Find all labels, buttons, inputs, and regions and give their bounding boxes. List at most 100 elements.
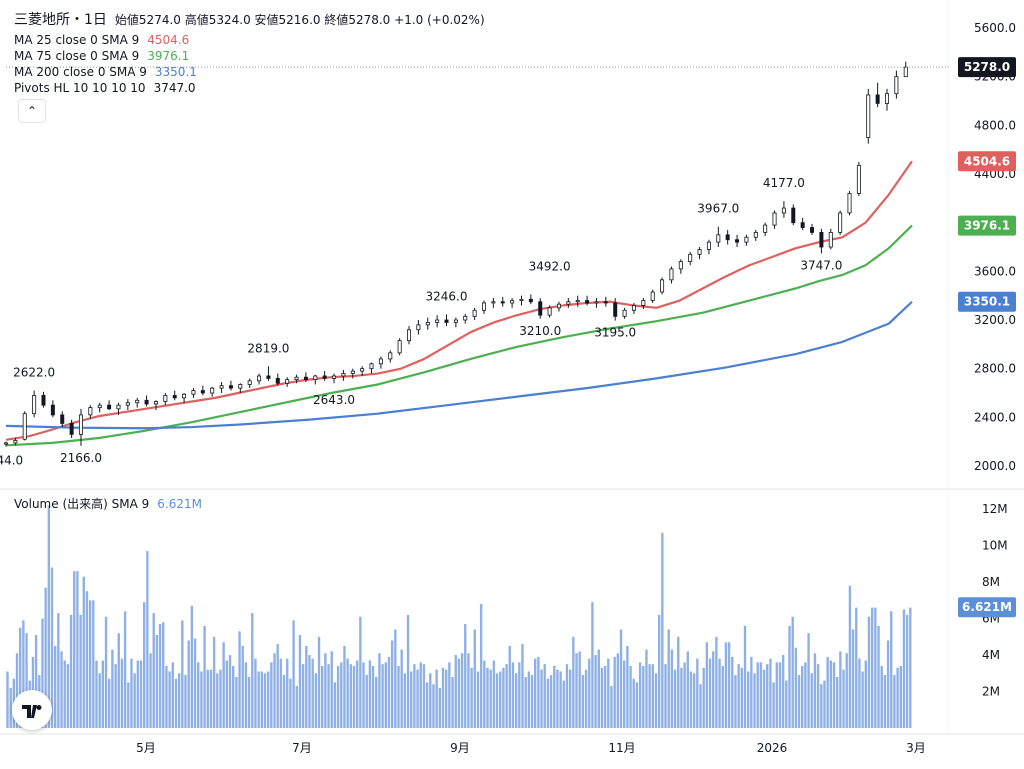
candle-body xyxy=(519,298,524,301)
volume-bar xyxy=(638,662,642,728)
volume-bar xyxy=(362,662,365,728)
volume-bar xyxy=(597,649,600,728)
volume-bar xyxy=(801,665,804,728)
volume-bar xyxy=(619,629,623,728)
volume-bar xyxy=(381,664,384,728)
candle-body xyxy=(538,301,543,316)
volume-bar xyxy=(534,658,537,728)
candle-body xyxy=(303,376,308,381)
pivot-label: 3246.0 xyxy=(426,289,468,303)
legend-ma25[interactable]: MA 25 close 0 SMA 9 4504.6 xyxy=(14,32,485,48)
candle-body xyxy=(500,301,505,304)
candle-body xyxy=(163,395,168,402)
volume-bar xyxy=(168,671,171,728)
volume-bar xyxy=(546,678,550,728)
volume-bar xyxy=(826,656,829,728)
candle-body xyxy=(791,207,796,224)
volume-bar xyxy=(15,653,19,728)
volume-bar xyxy=(502,667,505,728)
volume-bar xyxy=(279,658,283,728)
volume-bar xyxy=(788,625,791,728)
volume-bar xyxy=(813,653,817,728)
volume-bar xyxy=(390,640,394,728)
volume-bar xyxy=(864,660,867,728)
volume-bar xyxy=(365,675,368,728)
ma-line-2 xyxy=(5,300,913,430)
last-price-tag xyxy=(958,57,1016,78)
volume-bar xyxy=(905,614,909,728)
ma-line-1 xyxy=(5,224,913,447)
volume-bar xyxy=(244,662,248,728)
volume-bar xyxy=(740,667,744,728)
candle-body xyxy=(4,442,9,445)
candle-body xyxy=(135,399,140,404)
legend-pivots-label: Pivots HL 10 10 10 10 xyxy=(14,81,146,95)
volume-legend-label: Volume (出来高) SMA 9 xyxy=(14,497,150,511)
volume-bar xyxy=(479,603,483,728)
volume-bar xyxy=(295,686,298,728)
volume-bar xyxy=(435,669,438,728)
candle-body xyxy=(294,376,299,381)
volume-bar xyxy=(705,642,709,728)
candle-body xyxy=(481,302,486,311)
volume-bar xyxy=(321,665,324,728)
symbol-title[interactable]: 三菱地所・1日 xyxy=(14,12,107,28)
volume-bar xyxy=(492,660,496,728)
candle-body xyxy=(350,370,355,374)
legend-ma25-label: MA 25 close 0 SMA 9 xyxy=(14,33,140,47)
volume-bar xyxy=(190,605,194,728)
pivot-label: 3195.0 xyxy=(594,326,636,340)
volume-bar xyxy=(594,655,597,728)
tradingview-logo-icon[interactable] xyxy=(12,690,52,730)
volume-bar xyxy=(260,671,263,728)
volume-bar xyxy=(270,662,273,728)
legend-pivots[interactable]: Pivots HL 10 10 10 10 3747.0 xyxy=(14,80,485,96)
volume-bar xyxy=(460,653,464,728)
candle-body xyxy=(678,261,683,270)
volume-bar xyxy=(60,651,63,728)
candle-body xyxy=(800,222,805,228)
volume-bar xyxy=(165,665,168,728)
volume-legend[interactable]: Volume (出来高) SMA 9 6.621M xyxy=(14,496,202,512)
time-tick-label: 5月 xyxy=(136,741,156,755)
volume-bar xyxy=(305,645,308,728)
volume-bar xyxy=(731,656,734,728)
volume-bar xyxy=(448,662,451,728)
volume-bar xyxy=(724,642,728,728)
volume-bar xyxy=(886,640,890,728)
volume-bar xyxy=(241,645,244,728)
volume-bar xyxy=(187,640,190,728)
candle-body xyxy=(60,414,65,424)
volume-bar xyxy=(162,622,165,728)
volume-bar xyxy=(375,676,378,728)
candle-body xyxy=(819,231,824,248)
volume-bar xyxy=(394,629,397,728)
volume-bar xyxy=(476,671,480,728)
volume-bar xyxy=(44,587,47,728)
pivot-label: 2622.0 xyxy=(13,365,55,379)
ma-2-price-tag xyxy=(958,291,1016,312)
volume-bar xyxy=(499,671,502,728)
time-tick-label: 11月 xyxy=(608,741,635,755)
volume-bar xyxy=(769,658,772,728)
candle-body xyxy=(510,300,515,304)
legend-ma75[interactable]: MA 75 close 0 SMA 9 3976.1 xyxy=(14,48,485,64)
volume-bar xyxy=(343,645,346,728)
volume-bar xyxy=(101,660,105,728)
candle-body xyxy=(763,224,768,233)
candle-body xyxy=(856,165,861,194)
volume-bar xyxy=(85,591,89,728)
collapse-legend-button[interactable]: ⌃ xyxy=(18,99,46,123)
volume-bar xyxy=(794,647,798,728)
volume-bar xyxy=(553,665,556,728)
volume-bar xyxy=(785,680,788,728)
volume-bar xyxy=(92,600,95,728)
volume-bar xyxy=(254,658,257,728)
candle-body xyxy=(735,239,740,243)
volume-bar xyxy=(336,665,340,728)
legend-ma200[interactable]: MA 200 close 0 SMA 9 3350.1 xyxy=(14,64,485,80)
volume-bar xyxy=(400,649,403,728)
volume-bar xyxy=(282,675,286,728)
volume-bar xyxy=(804,662,807,728)
